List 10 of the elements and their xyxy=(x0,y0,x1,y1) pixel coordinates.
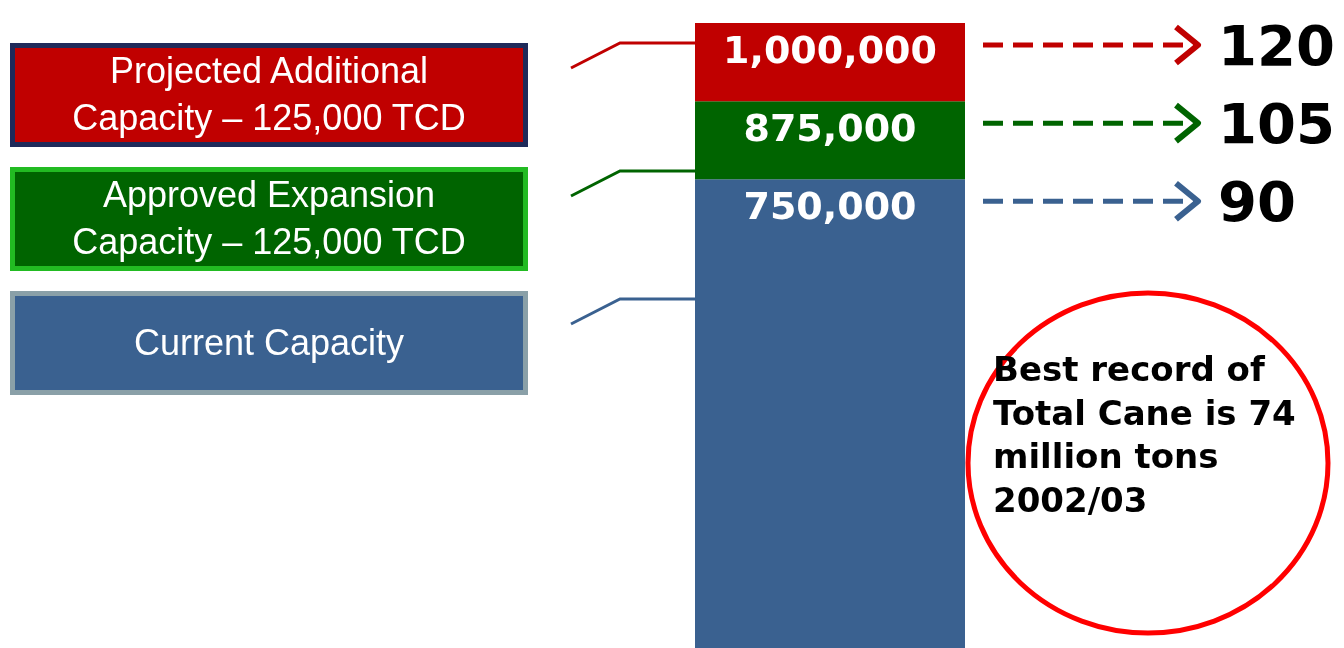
annotation: 1,000,000 xyxy=(723,28,937,72)
text: 120 xyxy=(1218,13,1335,78)
text: 90 xyxy=(1218,169,1296,235)
text: 105 xyxy=(1218,91,1335,157)
annotation: 750,000 xyxy=(743,184,917,229)
text: Best record of Total Cane is 74 million tons 2002/03 xyxy=(993,348,1297,522)
annotation: 875,000 xyxy=(743,106,917,151)
text: Projected Additional Capacity – 125,000 TCD xyxy=(35,48,503,142)
text: Approved Expansion Capacity – 125,000 TCD xyxy=(35,172,503,266)
text: Current Capacity xyxy=(133,319,405,367)
